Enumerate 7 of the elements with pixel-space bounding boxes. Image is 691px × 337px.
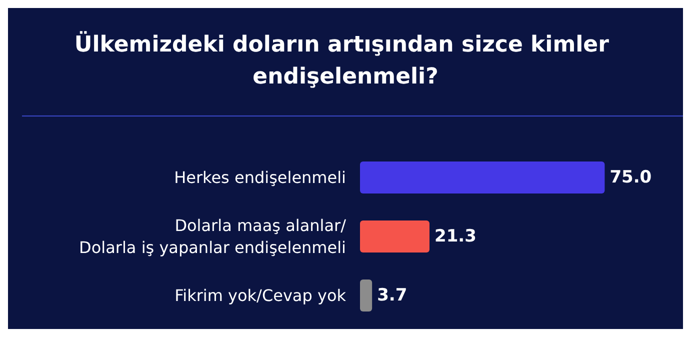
y-tick-label: Fikrim yok/Cevap yok	[174, 286, 347, 305]
y-tick-label: Herkes endişelenmeli	[174, 168, 346, 187]
data-label: 3.7	[377, 286, 408, 306]
chart-title: Ülkemizdeki doların artışından sizce kimler endişelenmeli?	[74, 30, 617, 90]
data-label: 75.0	[610, 168, 652, 188]
y-tick-label: Dolarla maaş alanlar/ Dolarla iş yapanlar endişelenmeli	[79, 216, 347, 257]
data-label: 21.3	[434, 226, 476, 246]
